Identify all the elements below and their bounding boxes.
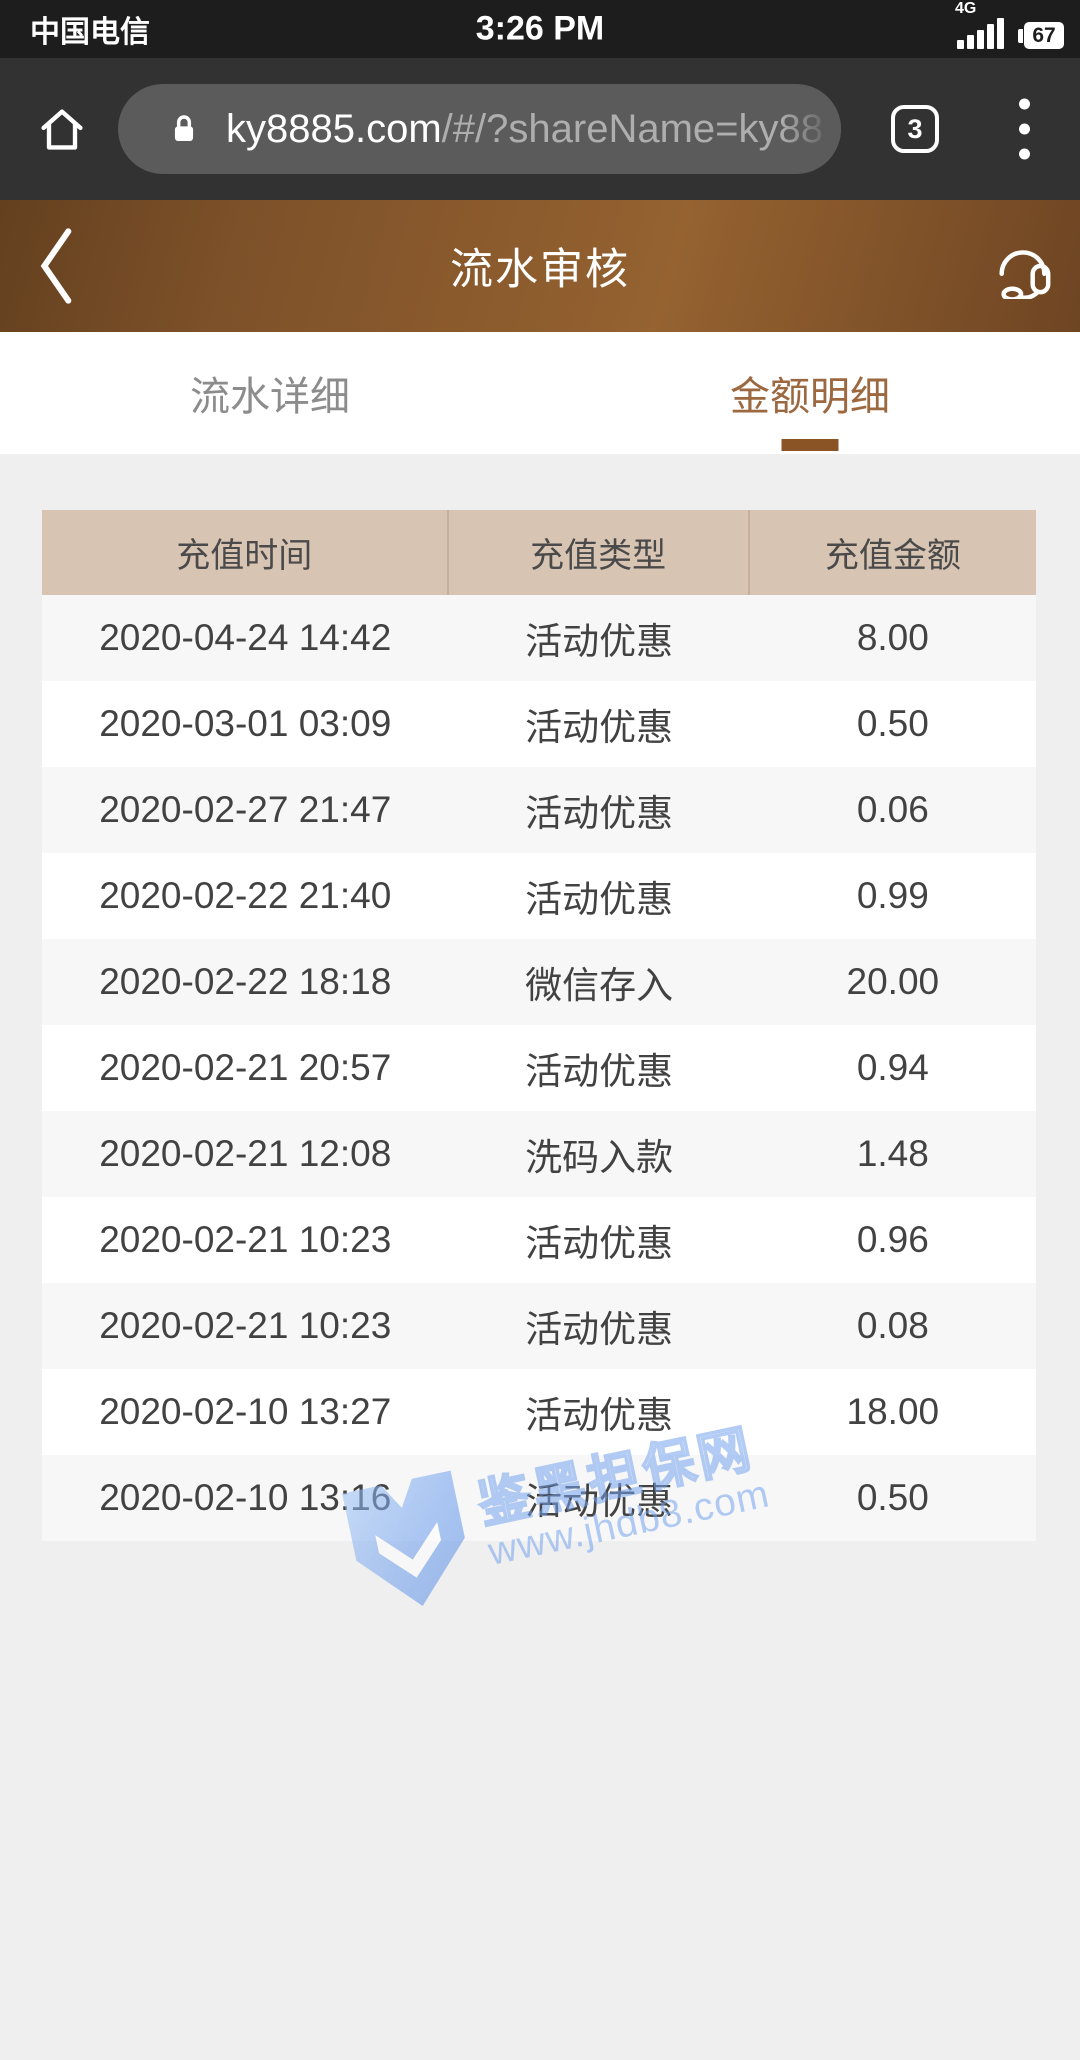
customer-service-icon[interactable] (992, 233, 1054, 299)
back-icon[interactable] (32, 226, 78, 306)
cell-amount: 8.00 (856, 617, 929, 658)
signal-strength-icon: 4G (955, 0, 1004, 49)
column-header-type: 充值类型 (449, 510, 750, 595)
address-bar[interactable]: ky8885.com/#/?shareName=ky88 (118, 84, 841, 174)
browser-toolbar: ky8885.com/#/?shareName=ky88 3 (0, 58, 1080, 200)
status-icons: 4G 67 (955, 0, 1064, 49)
cell-time: 2020-02-22 21:40 (99, 875, 392, 916)
cell-type: 活动优惠 (525, 621, 674, 662)
page-title: 流水审核 (450, 246, 630, 294)
table-row[interactable]: 2020-04-24 14:42 活动优惠 8.00 (42, 595, 1036, 681)
cell-type: 洗码入款 (525, 1137, 674, 1178)
table-row[interactable]: 2020-02-21 10:23 活动优惠 0.08 (42, 1283, 1036, 1369)
browser-menu-icon[interactable] (1019, 98, 1030, 160)
content-area: 充值时间 充值类型 充值金额 2020-04-24 14:42 活动优惠 8.0… (0, 454, 1080, 2060)
battery-icon: 67 (1018, 22, 1064, 49)
cell-amount: 0.96 (856, 1219, 929, 1260)
table-row[interactable]: 2020-02-21 20:57 活动优惠 0.94 (42, 1025, 1036, 1111)
active-tab-underline (781, 439, 839, 451)
url-host: ky8885.com (226, 106, 442, 151)
tab-flow-detail[interactable]: 流水详细 (0, 332, 540, 454)
cell-amount: 1.48 (856, 1133, 929, 1174)
tab-count: 3 (907, 113, 923, 144)
cell-type: 活动优惠 (525, 1309, 674, 1350)
tab-label: 金额明细 (730, 375, 890, 419)
cell-time: 2020-02-21 12:08 (99, 1133, 392, 1174)
table-body: 2020-04-24 14:42 活动优惠 8.00 2020-03-01 03… (42, 595, 1036, 1541)
clock: 3:26 PM (475, 9, 605, 48)
cell-type: 活动优惠 (525, 879, 674, 920)
cell-time: 2020-03-01 03:09 (99, 703, 392, 744)
cell-type: 活动优惠 (525, 1395, 674, 1436)
recharge-table: 充值时间 充值类型 充值金额 2020-04-24 14:42 活动优惠 8.0… (42, 510, 1036, 1541)
cell-type: 活动优惠 (525, 1223, 674, 1264)
cell-amount: 0.08 (856, 1305, 929, 1346)
cell-type: 活动优惠 (525, 1481, 674, 1522)
cell-type: 活动优惠 (525, 1051, 674, 1092)
battery-percent: 67 (1024, 22, 1064, 49)
table-row[interactable]: 2020-02-10 13:16 活动优惠 0.50 (42, 1455, 1036, 1541)
table-row[interactable]: 2020-02-10 13:27 活动优惠 18.00 (42, 1369, 1036, 1455)
app-header: 流水审核 (0, 200, 1080, 332)
cell-amount: 0.50 (856, 703, 929, 744)
cell-time: 2020-02-22 18:18 (99, 961, 392, 1002)
home-icon[interactable] (36, 103, 88, 155)
cell-amount: 0.50 (856, 1477, 929, 1518)
cell-time: 2020-02-21 20:57 (99, 1047, 392, 1088)
cell-type: 活动优惠 (525, 707, 674, 748)
cell-amount: 18.00 (846, 1391, 940, 1432)
cell-amount: 0.06 (856, 789, 929, 830)
column-header-amount: 充值金额 (824, 537, 961, 575)
tab-counter-button[interactable]: 3 (891, 105, 939, 153)
table-row[interactable]: 2020-02-22 21:40 活动优惠 0.99 (42, 853, 1036, 939)
cell-time: 2020-02-27 21:47 (99, 789, 392, 830)
url-path: /#/?shareName=ky88 (441, 106, 823, 151)
tab-label: 流水详细 (190, 375, 350, 419)
carrier-label: 中国电信 (30, 16, 150, 49)
lock-icon (174, 115, 194, 141)
network-type-label: 4G (955, 0, 977, 17)
cell-amount: 20.00 (846, 961, 940, 1002)
url-text: ky8885.com/#/?shareName=ky88 (226, 107, 823, 152)
table-header-row: 充值时间 充值类型 充值金额 (42, 510, 1036, 595)
cell-amount: 0.94 (856, 1047, 929, 1088)
tab-amount-detail[interactable]: 金额明细 (540, 332, 1080, 454)
cell-time: 2020-04-24 14:42 (99, 617, 392, 658)
cell-type: 活动优惠 (525, 793, 674, 834)
cell-time: 2020-02-10 13:16 (99, 1477, 392, 1518)
cell-time: 2020-02-21 10:23 (99, 1305, 392, 1346)
table-row[interactable]: 2020-02-27 21:47 活动优惠 0.06 (42, 767, 1036, 853)
tab-bar: 流水详细 金额明细 (0, 332, 1080, 454)
cell-time: 2020-02-21 10:23 (99, 1219, 392, 1260)
table-row[interactable]: 2020-02-22 18:18 微信存入 20.00 (42, 939, 1036, 1025)
cell-time: 2020-02-10 13:27 (99, 1391, 392, 1432)
table-row[interactable]: 2020-03-01 03:09 活动优惠 0.50 (42, 681, 1036, 767)
table-row[interactable]: 2020-02-21 10:23 活动优惠 0.96 (42, 1197, 1036, 1283)
table-row[interactable]: 2020-02-21 12:08 洗码入款 1.48 (42, 1111, 1036, 1197)
column-header-time: 充值时间 (42, 510, 449, 595)
status-bar: 中国电信 3:26 PM 4G 67 (0, 0, 1080, 58)
cell-type: 微信存入 (525, 965, 674, 1006)
cell-amount: 0.99 (856, 875, 929, 916)
